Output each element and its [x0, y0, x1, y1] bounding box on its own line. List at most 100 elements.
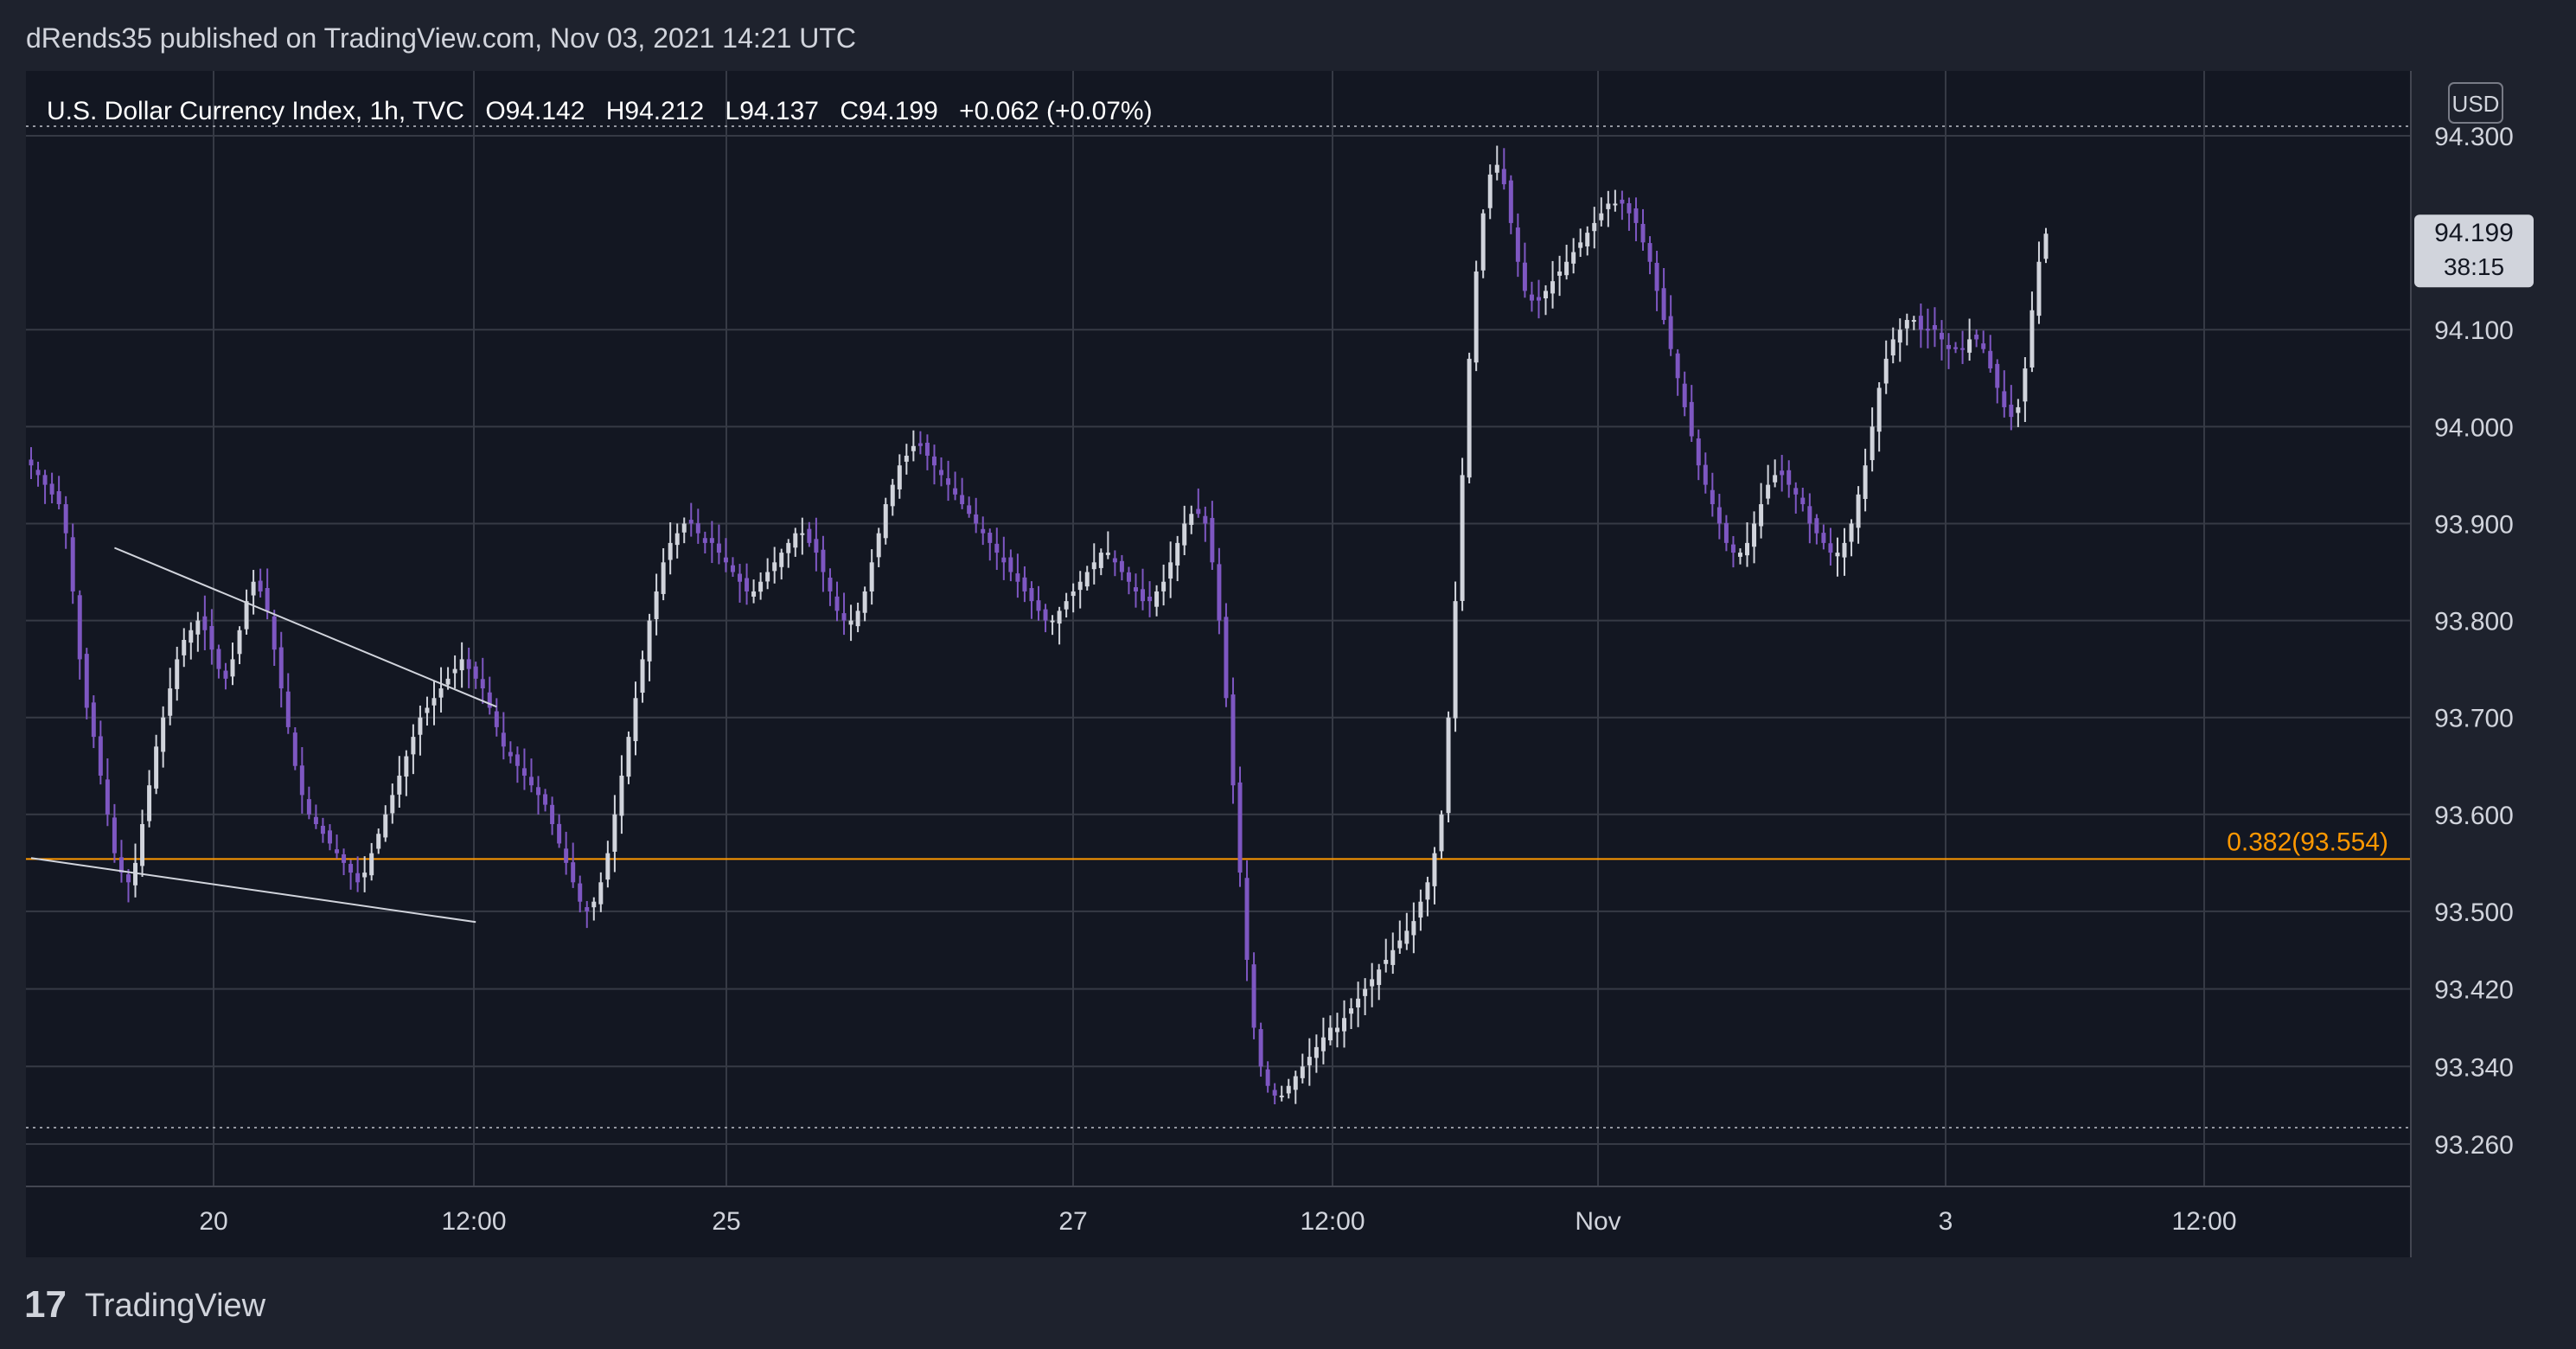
candle-body	[147, 785, 152, 822]
candle-body	[216, 649, 221, 669]
legend-close: C94.199	[840, 97, 937, 125]
candle	[292, 726, 297, 770]
candle	[202, 595, 208, 650]
candle	[355, 856, 361, 892]
candle	[278, 631, 284, 708]
candle	[612, 795, 617, 873]
candle-body	[508, 751, 513, 757]
candle-body	[272, 616, 277, 650]
symbol-legend: U.S. Dollar Currency Index, 1h, TVC O94.…	[47, 97, 1153, 125]
candle-body	[133, 862, 138, 885]
candle	[1939, 320, 1944, 361]
candle	[1084, 566, 1090, 591]
candle-body	[1224, 617, 1229, 699]
price-scale[interactable]: USD 94.300 94.100 94.000 93.900 93.800 93.700…	[2410, 71, 2534, 1257]
currency-button[interactable]	[2448, 82, 2503, 124]
candle	[1668, 295, 1673, 356]
candle-body	[362, 873, 368, 878]
candle	[1057, 606, 1062, 645]
candle-body	[1682, 383, 1687, 407]
candle	[1557, 255, 1563, 297]
price-tick-label: 93.600	[2434, 802, 2514, 830]
candle-body	[1696, 438, 1701, 466]
candle-body	[1654, 262, 1659, 291]
candle-body	[967, 505, 972, 515]
candle-body	[758, 581, 764, 592]
candle	[1723, 515, 1729, 552]
candle	[1071, 583, 1076, 613]
candle-body	[598, 882, 604, 905]
candle-body	[890, 484, 895, 507]
candle-body	[223, 670, 228, 679]
candle-body	[1196, 508, 1201, 515]
candle	[487, 676, 492, 715]
candle-body	[182, 640, 187, 655]
candle-body	[543, 794, 548, 805]
candle-body	[1105, 553, 1110, 555]
candle-body	[1946, 344, 1952, 349]
candle	[674, 523, 680, 559]
candle	[1050, 615, 1055, 636]
candle	[1161, 564, 1167, 606]
candle-body	[189, 630, 194, 643]
candle-body	[654, 591, 659, 619]
candle	[49, 472, 54, 504]
candle-body	[1633, 208, 1639, 223]
candle-body	[168, 688, 173, 716]
candle	[84, 648, 89, 719]
trend-line[interactable]	[114, 547, 497, 708]
candle	[1606, 190, 1611, 227]
candle	[1230, 677, 1236, 804]
candle-body	[1960, 348, 1966, 350]
candle	[1411, 902, 1416, 954]
candle	[342, 848, 347, 875]
candle	[390, 783, 395, 824]
candle	[1544, 285, 1549, 316]
candle	[216, 644, 221, 679]
candle	[1807, 493, 1812, 544]
candle-body	[1661, 288, 1666, 321]
candle-body	[1439, 814, 1444, 852]
candle	[1967, 318, 1972, 361]
candle	[626, 731, 631, 784]
candle	[348, 860, 354, 890]
candle-body	[633, 698, 638, 742]
candle	[571, 842, 576, 888]
candle-body	[1432, 853, 1437, 886]
candle	[140, 809, 145, 878]
candle-body	[56, 491, 61, 505]
candle-body	[1154, 591, 1160, 607]
candle	[1147, 581, 1153, 617]
candle	[1384, 938, 1389, 973]
candle-body	[605, 853, 610, 880]
candle-body	[585, 907, 590, 911]
time-scale[interactable]: 20 12:00 25 27 12:00 Nov 3 12:00	[26, 1186, 2411, 1236]
candle-body	[154, 746, 159, 789]
candle-body	[521, 768, 527, 776]
legend-low: L94.137	[725, 97, 819, 125]
candle-body	[390, 795, 395, 814]
candle	[1425, 876, 1430, 917]
candle-body	[924, 442, 930, 456]
candle	[1342, 1000, 1347, 1048]
candle-body	[1050, 620, 1055, 623]
price-tick-label: 93.260	[2434, 1131, 2514, 1160]
candle-body	[1710, 489, 1715, 505]
candle	[1620, 190, 1625, 221]
candle-body	[1828, 543, 1833, 553]
candle	[1349, 998, 1354, 1030]
candle-body	[1647, 243, 1652, 262]
candle	[125, 869, 131, 903]
price-tick-label: 94.000	[2434, 413, 2514, 442]
candle-body	[335, 849, 340, 854]
candle-body	[1473, 271, 1479, 363]
candle	[494, 698, 499, 737]
time-tick-label: 12:00	[2171, 1207, 2236, 1236]
candle	[1334, 1013, 1339, 1048]
candle-body	[1953, 347, 1959, 349]
candle-body	[1883, 358, 1889, 384]
candle	[35, 461, 41, 487]
trend-line[interactable]	[30, 857, 476, 924]
tradingview-logo[interactable]: 17 TradingView	[24, 1283, 266, 1326]
